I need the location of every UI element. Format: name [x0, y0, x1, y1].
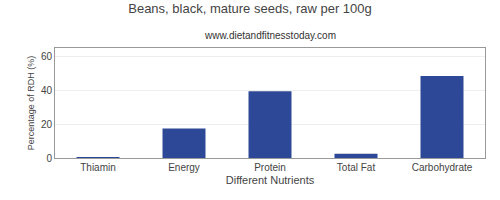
svg-text:Thiamin: Thiamin — [80, 162, 116, 173]
svg-text:60: 60 — [41, 51, 53, 62]
svg-text:Energy: Energy — [168, 162, 200, 173]
svg-text:Carbohydrate: Carbohydrate — [412, 162, 473, 173]
svg-text:www.dietandfitnesstoday.com: www.dietandfitnesstoday.com — [204, 30, 336, 41]
svg-text:Total Fat: Total Fat — [337, 162, 376, 173]
svg-text:Percentage of RDH (%): Percentage of RDH (%) — [26, 56, 36, 151]
svg-text:0: 0 — [46, 153, 52, 164]
svg-text:40: 40 — [41, 85, 53, 96]
svg-text:Different Nutrients: Different Nutrients — [226, 174, 315, 186]
svg-text:Protein: Protein — [254, 162, 286, 173]
svg-text:Beans, black, mature seeds, ra: Beans, black, mature seeds, raw per 100g — [128, 1, 372, 16]
svg-text:20: 20 — [41, 119, 53, 130]
